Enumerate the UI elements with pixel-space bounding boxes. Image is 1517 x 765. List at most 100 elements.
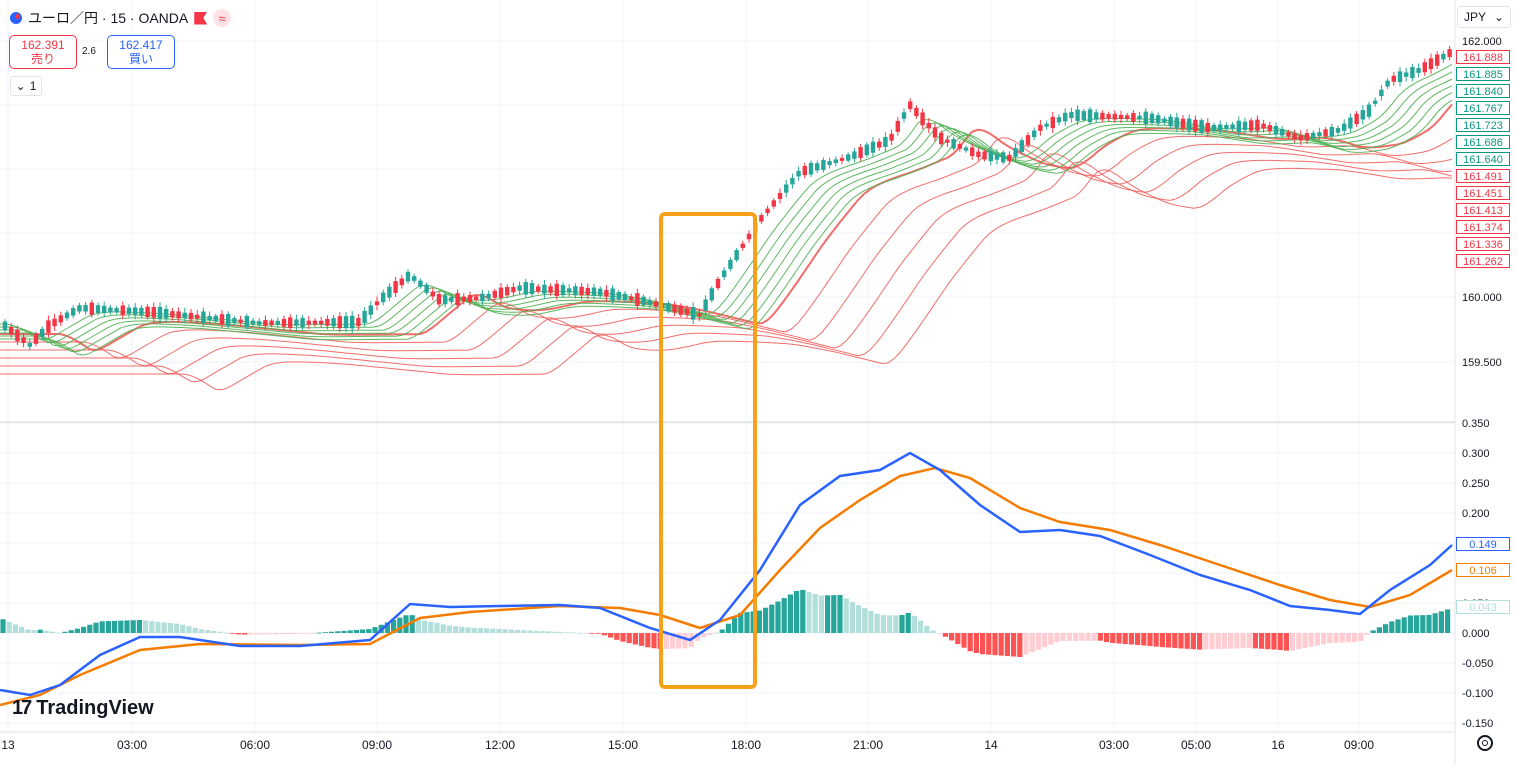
histogram-bar	[1240, 633, 1246, 649]
histogram-bar	[818, 595, 824, 633]
candle-body	[653, 301, 659, 307]
candle-body	[616, 292, 621, 300]
candle-body	[170, 311, 175, 318]
ma-value-tag: 161.840	[1456, 84, 1510, 98]
short-ma-line	[0, 92, 1453, 353]
candle-body	[926, 122, 931, 129]
candle-body	[505, 287, 510, 296]
histogram-bar	[911, 615, 917, 633]
symbol-header[interactable]: ユーロ／円 · 15 · OANDA ≈	[10, 8, 232, 28]
candle-body	[1317, 132, 1322, 137]
flag-icon[interactable]	[194, 11, 208, 25]
candle-body	[145, 306, 150, 318]
candle-body	[405, 271, 411, 282]
candle-body	[139, 307, 144, 316]
histogram-bar	[6, 621, 12, 633]
histogram-bar	[1122, 633, 1128, 645]
macd-tick-label: 0.250	[1462, 478, 1490, 490]
candle-body	[21, 337, 26, 344]
macd-value-tag: 0.149	[1456, 537, 1510, 551]
candle-body	[455, 293, 460, 306]
candle-body	[920, 112, 925, 126]
histogram-bar	[1042, 633, 1048, 648]
histogram-bar	[670, 633, 676, 649]
histogram-bar	[837, 595, 843, 633]
histogram-bar	[825, 595, 831, 633]
candle-body	[1174, 117, 1179, 128]
ma-value-tag: 161.336	[1456, 237, 1510, 251]
candle-body	[64, 312, 70, 319]
candle-body	[1137, 115, 1142, 120]
highlight-box	[659, 212, 757, 689]
settings-gear-icon[interactable]	[1477, 735, 1493, 751]
candle-body	[796, 170, 801, 177]
candle-body	[337, 316, 342, 329]
candle-body	[970, 147, 975, 157]
candle-body	[46, 320, 51, 333]
time-axis[interactable]: 13 03:00 06:00 09:00 12:00 15:00 18:00 21:00 14 0…	[1, 738, 1374, 752]
candle-body	[963, 147, 969, 151]
histogram-bar	[50, 631, 56, 633]
candle-body	[1342, 123, 1347, 131]
tradingview-logo[interactable]: 17 TradingView	[12, 697, 154, 720]
candle-body	[746, 233, 752, 240]
histogram-bar	[1234, 633, 1240, 649]
candle-body	[188, 312, 194, 320]
histogram-bar	[527, 630, 533, 633]
histogram-bar	[831, 595, 837, 633]
ma-value-tag: 161.885	[1456, 67, 1510, 81]
histogram-bar	[949, 633, 955, 641]
histogram-bar	[632, 633, 638, 645]
wave-icon[interactable]: ≈	[213, 9, 232, 27]
chevron-down-icon: ⌄	[15, 79, 26, 93]
candle-body	[281, 318, 287, 327]
histogram-bar	[19, 627, 25, 633]
candle-body	[1292, 133, 1297, 140]
candle-body	[864, 144, 869, 156]
sell-button[interactable]: 162.391 売り	[9, 35, 77, 69]
currency-select[interactable]: JPY ⌄	[1457, 6, 1511, 28]
candle-body	[877, 141, 882, 148]
histogram-bar	[229, 633, 235, 634]
histogram-bar	[577, 632, 583, 634]
candle-body	[982, 151, 987, 160]
symbol-title[interactable]: ユーロ／円 · 15 · OANDA	[28, 10, 189, 26]
buy-button[interactable]: 162.417 買い	[107, 35, 175, 69]
macd-tick-label: 0.300	[1462, 448, 1490, 460]
time-tick-label: 09:00	[1344, 738, 1374, 752]
candle-body	[1001, 152, 1006, 163]
candle-body	[833, 159, 838, 164]
histogram-bar	[415, 618, 421, 633]
collapse-indicators-button[interactable]: ⌄ 1	[10, 76, 42, 96]
candle-body	[1118, 114, 1124, 119]
time-tick-label: 05:00	[1181, 738, 1211, 752]
long-ma-line	[0, 159, 1453, 383]
price-axis[interactable]: 162.000 160.000 159.500	[1462, 36, 1502, 369]
histogram-bar	[546, 631, 552, 633]
candle-body	[350, 315, 355, 329]
candle-body	[1267, 125, 1272, 132]
candle-body	[579, 286, 584, 296]
candle-body	[1112, 113, 1117, 120]
ma-value-tag: 161.723	[1456, 118, 1510, 132]
histogram-bar	[1190, 633, 1196, 650]
candle-body	[1187, 118, 1192, 131]
histogram-bar	[62, 631, 68, 633]
candle-body	[560, 285, 566, 296]
ma-value-tag: 161.640	[1456, 152, 1510, 166]
histogram-bar	[1432, 613, 1438, 633]
candle-body	[1373, 100, 1378, 104]
candle-body	[1422, 62, 1427, 73]
candle-body	[71, 308, 76, 316]
histogram-bar	[781, 598, 787, 633]
candle-body	[771, 200, 776, 207]
candle-body	[1218, 124, 1223, 131]
histogram-bar	[1054, 633, 1060, 643]
histogram-bar	[986, 633, 992, 655]
candle-body	[709, 288, 714, 301]
candle-body	[436, 293, 442, 305]
histogram-bar	[174, 623, 180, 633]
histogram-bar	[1389, 621, 1395, 633]
buy-price: 162.417	[119, 38, 163, 52]
